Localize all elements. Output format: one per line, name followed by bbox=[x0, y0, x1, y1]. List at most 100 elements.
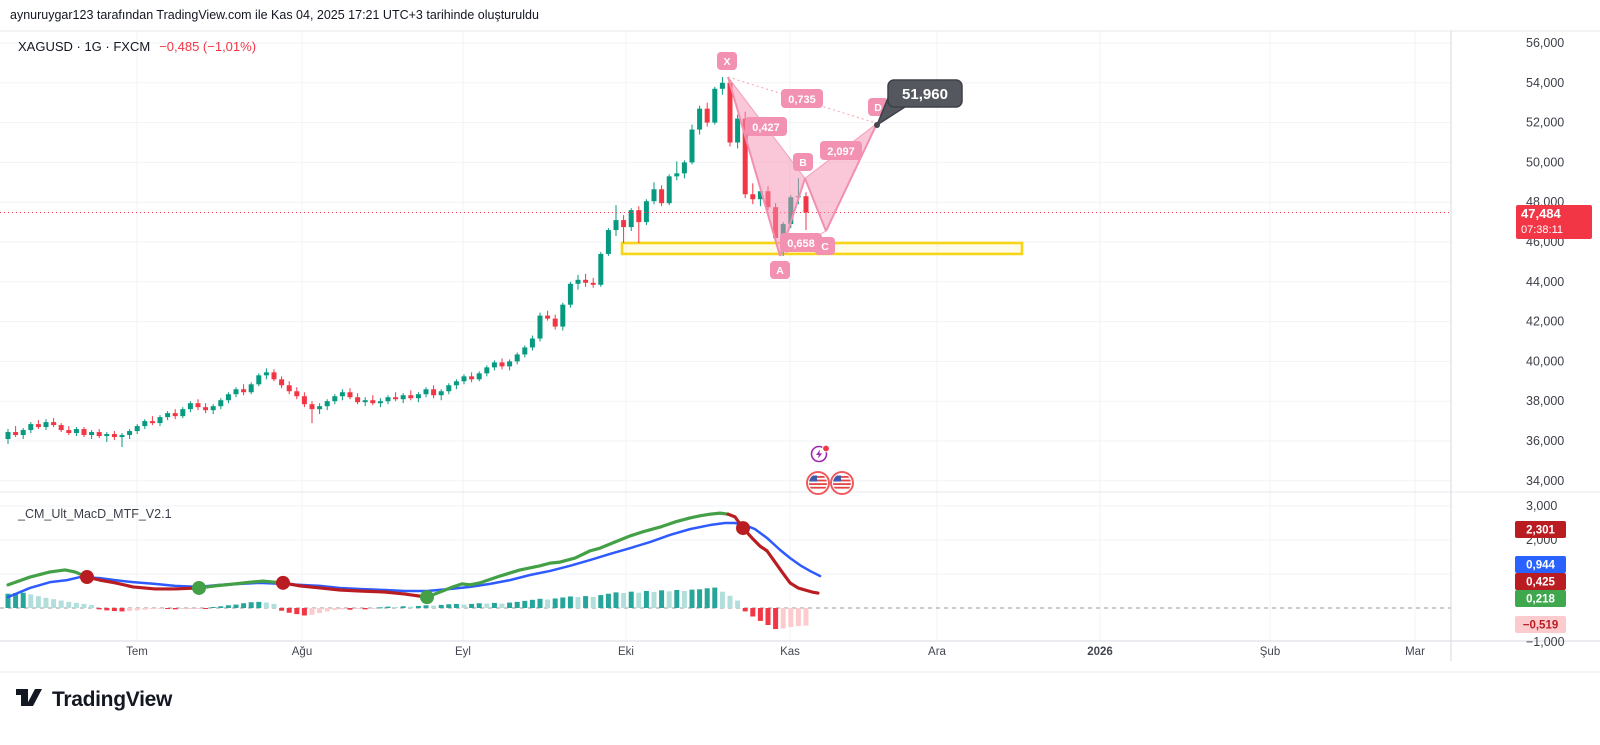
histogram-bar bbox=[263, 602, 269, 608]
histogram-bar bbox=[66, 601, 72, 608]
candle-body bbox=[742, 118, 748, 195]
histogram-bar bbox=[370, 608, 376, 609]
candle-body bbox=[415, 394, 421, 399]
flag-canton bbox=[809, 475, 817, 482]
macd-badge-value: −0,519 bbox=[1523, 620, 1559, 632]
histogram-bar bbox=[689, 589, 695, 608]
macd-value-badge: 0,218 bbox=[1515, 590, 1566, 607]
histogram-bar bbox=[628, 591, 634, 608]
candle-body bbox=[598, 253, 604, 285]
economic-event-flash-icon[interactable] bbox=[810, 444, 830, 463]
histogram-bar bbox=[355, 608, 361, 610]
callout-price-text: 51,960 bbox=[902, 86, 948, 103]
event-markers[interactable] bbox=[806, 444, 854, 495]
flag-stripe bbox=[833, 486, 851, 489]
histogram-bar bbox=[431, 605, 437, 608]
candle-body bbox=[324, 401, 330, 407]
candle-body bbox=[225, 394, 231, 401]
histogram-bar bbox=[104, 608, 110, 611]
attribution-header: aynuruygar123 tarafından TradingView.com… bbox=[10, 0, 539, 30]
histogram-bar bbox=[507, 602, 513, 608]
symbol-change: −0,485 (−1,01%) bbox=[159, 39, 257, 54]
pattern-leg bbox=[804, 177, 827, 232]
histogram-bar bbox=[127, 608, 133, 612]
candle-body bbox=[423, 389, 429, 395]
histogram-bar bbox=[514, 601, 520, 608]
histogram-bar bbox=[712, 587, 718, 608]
candle-body bbox=[689, 129, 695, 163]
candle-body bbox=[210, 406, 216, 411]
macd-pane[interactable] bbox=[0, 511, 1451, 630]
pattern-xd-dotted-line bbox=[727, 76, 878, 124]
histogram-bar bbox=[165, 608, 171, 610]
pattern-vertex-label: B bbox=[799, 157, 807, 169]
macd-badge-bg bbox=[1515, 573, 1566, 590]
macd-line-segment-green bbox=[197, 579, 285, 590]
us-flag-event-icon[interactable] bbox=[806, 471, 830, 495]
histogram-bar bbox=[13, 593, 19, 608]
histogram-bar bbox=[742, 608, 748, 612]
candle-body bbox=[104, 434, 110, 437]
us-flag-event-icon[interactable] bbox=[830, 471, 854, 495]
candle-body bbox=[621, 220, 627, 228]
candle-body bbox=[537, 315, 543, 339]
histogram-bar bbox=[613, 592, 619, 608]
histogram-bar bbox=[719, 591, 725, 608]
candle-body bbox=[400, 395, 406, 400]
histogram-bar bbox=[491, 602, 497, 608]
candle-body bbox=[697, 108, 703, 130]
candle-body bbox=[43, 422, 49, 428]
histogram-bar bbox=[453, 603, 459, 608]
histogram-bar bbox=[461, 604, 467, 608]
candle-body bbox=[28, 424, 34, 431]
histogram-bar bbox=[271, 603, 277, 608]
candlestick-series[interactable] bbox=[5, 77, 809, 447]
bar-countdown: 07:38:11 bbox=[1521, 224, 1563, 236]
candle-body bbox=[51, 422, 57, 426]
histogram-bar bbox=[446, 604, 452, 608]
symbol-legend[interactable]: XAGUSD · 1G · FXCM −0,485 (−1,01%) bbox=[18, 39, 256, 54]
candle-body bbox=[446, 385, 452, 392]
macd-value-badge: 2,301 bbox=[1515, 521, 1566, 538]
candle-body bbox=[735, 118, 741, 143]
candle-body bbox=[142, 421, 148, 427]
candle-body bbox=[575, 279, 581, 284]
candle-body bbox=[727, 82, 733, 143]
histogram-bar bbox=[28, 594, 34, 608]
tradingview-logo[interactable]: TradingView bbox=[14, 682, 172, 717]
pattern-d-anchor-dot bbox=[874, 122, 880, 128]
histogram-bar bbox=[773, 608, 779, 630]
flag-stripe bbox=[809, 476, 827, 478]
histogram-bar bbox=[636, 592, 642, 608]
time-axis-label: Mar bbox=[1405, 646, 1425, 658]
candle-body bbox=[499, 362, 505, 367]
harmonic-pattern-drawing[interactable]: 0,427 0,735 2,097 0,658 X A B C D bbox=[717, 52, 888, 279]
candle-body bbox=[750, 194, 756, 200]
histogram-bar bbox=[195, 608, 201, 609]
pattern-ratio-label-bg bbox=[781, 89, 823, 108]
candle-body bbox=[712, 88, 718, 123]
histogram-bar bbox=[727, 595, 733, 608]
candle-body bbox=[803, 196, 809, 213]
histogram-bar bbox=[233, 604, 239, 608]
histogram-bar bbox=[803, 608, 809, 626]
indicator-title[interactable]: _CM_Ult_MacD_MTF_V2.1 bbox=[18, 507, 172, 521]
candle-body bbox=[309, 404, 315, 410]
histogram-bar bbox=[58, 600, 64, 608]
histogram-bar bbox=[415, 605, 421, 608]
price-target-callout[interactable]: 51,960 bbox=[874, 79, 963, 128]
histogram-bar bbox=[750, 608, 756, 617]
candle-body bbox=[681, 162, 687, 174]
histogram-bar bbox=[469, 603, 475, 608]
pattern-ratio-label: 0,658 bbox=[787, 238, 815, 250]
candle-body bbox=[248, 384, 254, 393]
pattern-vertex-label: A bbox=[776, 265, 784, 277]
candle-body bbox=[286, 385, 292, 392]
histogram-bar bbox=[172, 608, 178, 610]
candle-body bbox=[385, 397, 391, 402]
time-axis[interactable]: Tem Ağu Eyl Eki Kas Ara 2026 Şub Mar bbox=[126, 646, 1425, 658]
histogram-bar bbox=[643, 591, 649, 608]
candle-body bbox=[461, 376, 467, 382]
